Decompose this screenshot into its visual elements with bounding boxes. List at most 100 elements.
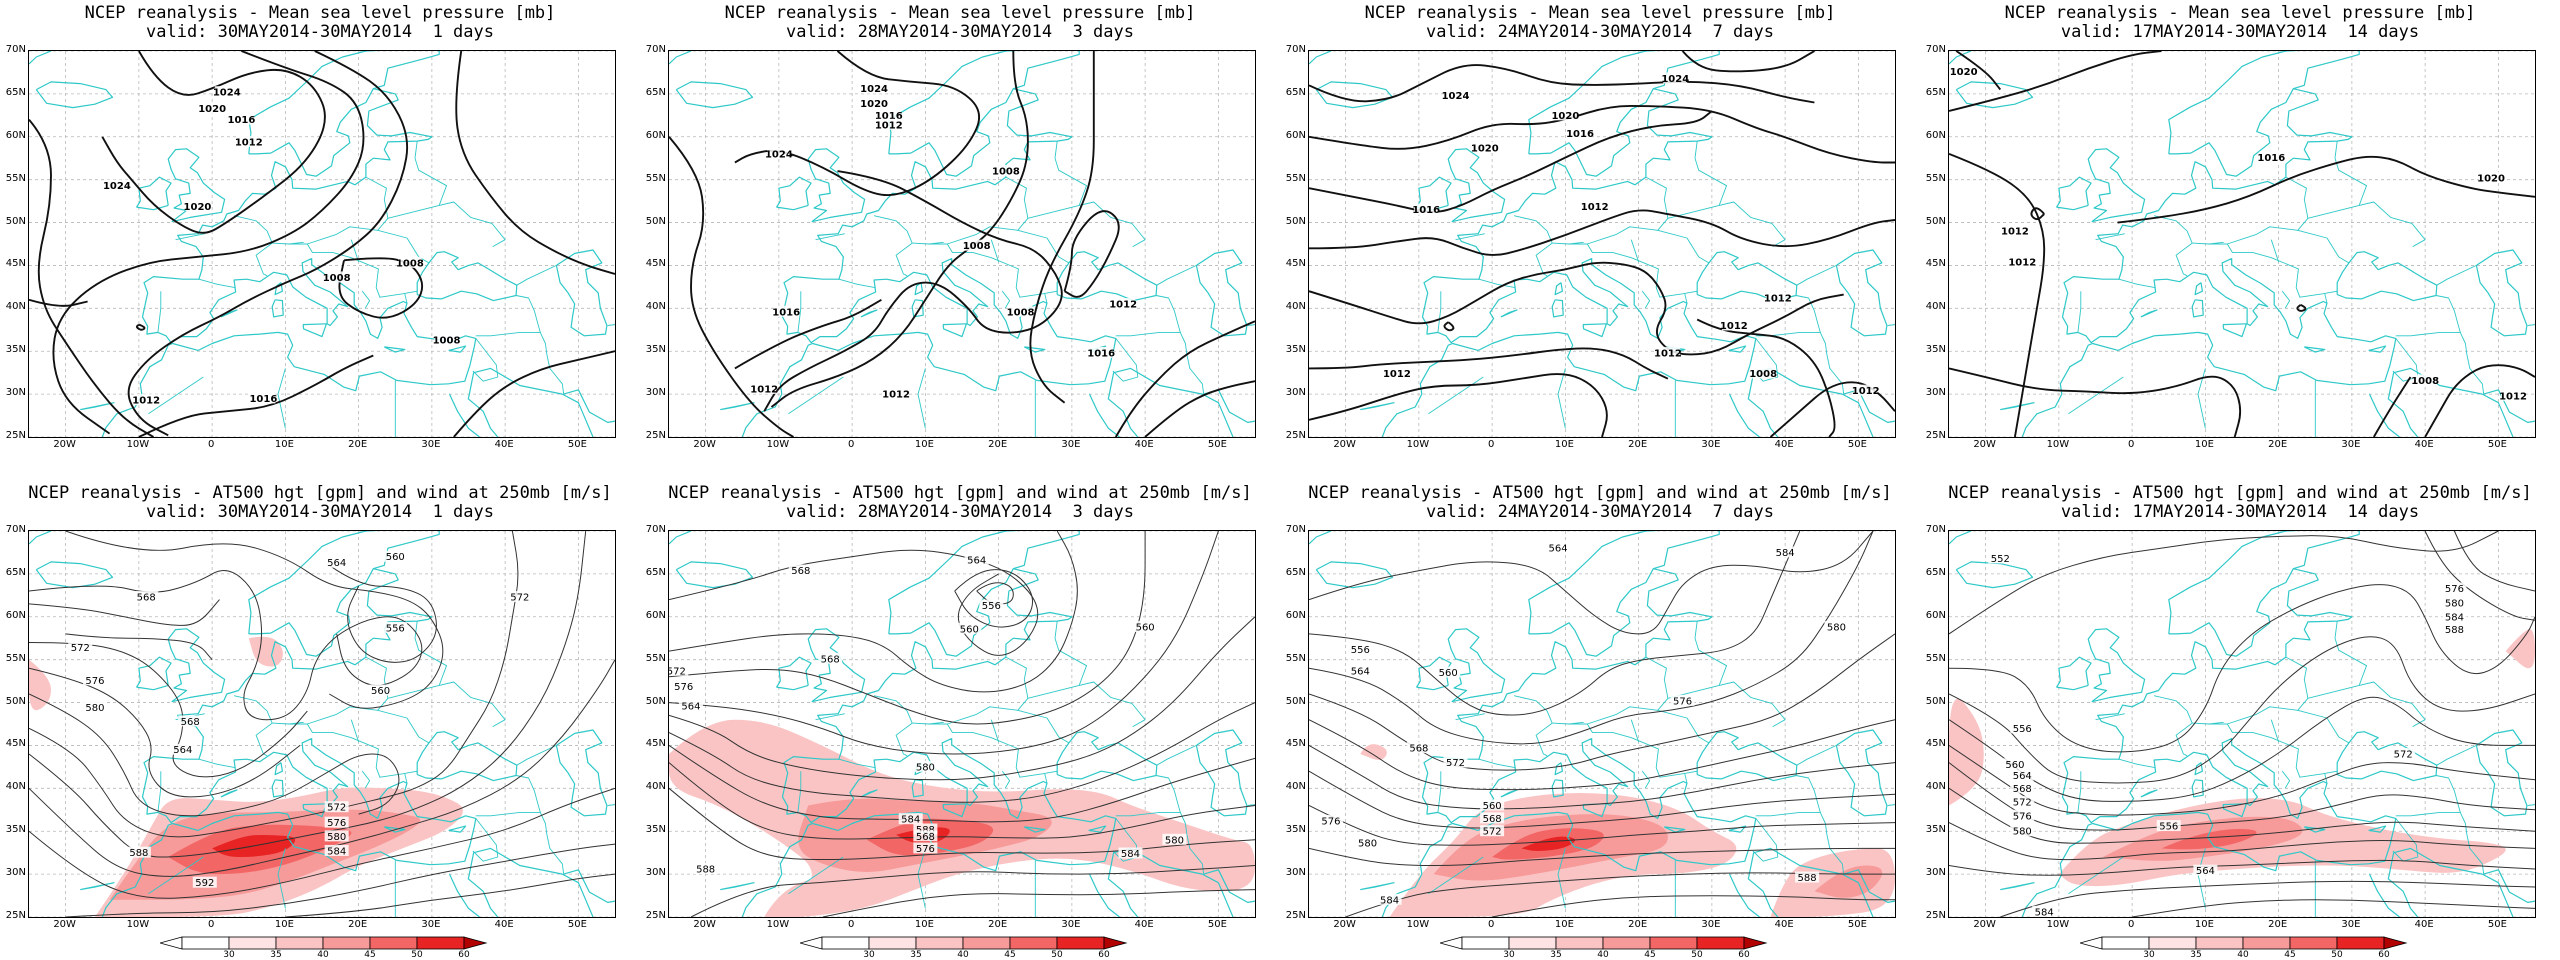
country-border (788, 856, 844, 895)
longitude-label: 20W (53, 919, 76, 930)
coastline (167, 148, 226, 223)
coastline (2336, 731, 2438, 782)
longitude-label: 40E (1134, 439, 1154, 450)
coastline (1024, 826, 1046, 833)
latitude-label: 70N (645, 44, 666, 55)
longitude-label: 10W (1406, 439, 1430, 450)
contour-label: 1012 (2499, 391, 2527, 402)
latitude-label: 60N (5, 609, 26, 621)
latitude-label: 70N (645, 524, 666, 535)
coastline (2000, 882, 2035, 891)
contour-line (65, 843, 615, 917)
latitude-label: 65N (645, 566, 666, 578)
contour-label: 1012 (882, 390, 910, 401)
wind-colorbar (160, 936, 488, 950)
map-panel-6: NCEP reanalysis - AT500 hgt [gpm] and wi… (640, 480, 1280, 960)
contour-labels: 1024102010161012102410201008100810081012… (103, 86, 461, 407)
latitude-label: 25N (645, 910, 666, 921)
country-border (361, 290, 371, 309)
contour-label-bg (669, 664, 689, 676)
isobars (1949, 51, 2535, 437)
colorbar-segment (915, 936, 964, 950)
contour-labels: 5525565605645685725765805845725765805845… (1988, 552, 2467, 917)
contour-label-bg (251, 392, 276, 404)
contour-label: 1012 (1852, 386, 1880, 397)
contour-label: 1024 (103, 181, 131, 192)
coastline (1500, 309, 1518, 318)
contour-label-bg (964, 554, 989, 566)
latitude-label: 40N (1925, 781, 1946, 793)
contour-label: 576 (85, 676, 104, 687)
country-border (377, 709, 430, 744)
contour-label: 1008 (433, 336, 461, 347)
latitude-label: 70N (1285, 44, 1306, 55)
country-border (539, 332, 565, 395)
longitude-label: 20E (1628, 919, 1648, 930)
contour-label-bg (324, 556, 349, 568)
contour-label-bg (434, 334, 459, 346)
contour-label-bg (1377, 893, 1402, 905)
country-border (1535, 242, 1553, 277)
country-border (1478, 758, 1516, 769)
contour-label: 552 (1991, 554, 2010, 565)
colorbar-segment (1508, 936, 1557, 950)
country-border (1044, 773, 1048, 784)
coastline (807, 628, 866, 703)
country-border (2392, 818, 2419, 862)
coastline (101, 568, 477, 917)
latitude-label: 35N (1925, 824, 1946, 836)
country-border (516, 264, 557, 286)
contour-label: 1016 (1566, 129, 1594, 140)
map-area: 564 556 560 564 568 572 576 580 584 560 568 572 576 5… (1308, 530, 1896, 918)
colorbar-segment (275, 936, 324, 950)
contour-line (1309, 744, 1895, 810)
contour-label: 1024 (213, 88, 241, 99)
contour-line (770, 51, 1029, 408)
coastline (1195, 729, 1248, 817)
coastline (29, 51, 52, 65)
contour-label-bg (671, 680, 696, 692)
country-border (2208, 721, 2224, 725)
contour-line (2453, 531, 2535, 592)
wind-speed-area (1360, 744, 1387, 760)
contour-label-bg (324, 816, 349, 828)
longitude-label: 50E (567, 919, 587, 930)
contour-label-bg (1546, 542, 1571, 554)
longitude-label: 50E (1207, 919, 1227, 930)
panel-valid-period: valid: 24MAY2014-30MAY2014 7 days (1426, 502, 1774, 522)
graticule (29, 51, 615, 437)
coastline (448, 393, 480, 437)
coastline (860, 789, 878, 798)
colorbar-tick-label: 35 (2190, 950, 2202, 960)
contour-line (1696, 318, 1836, 437)
contour-label: 576 (1673, 696, 1692, 707)
country-border (797, 771, 802, 813)
contour-line (453, 350, 615, 437)
longitude-label: 20W (53, 439, 76, 450)
coastline (2000, 402, 2035, 411)
country-border (2395, 775, 2461, 817)
coastline (220, 309, 238, 318)
coastline (2387, 397, 2419, 437)
coastline (669, 51, 692, 65)
latitude-label: 65N (1925, 566, 1946, 578)
contour-label-bg (884, 388, 909, 400)
coastline (416, 251, 518, 302)
contour-label: 1012 (235, 137, 263, 148)
coastline (1088, 825, 1107, 833)
coastline (384, 826, 406, 833)
contour-labels: 1024102010161012102410081008101210081016… (750, 82, 1137, 401)
longitude-label: 30E (1701, 439, 1721, 450)
contour-label: 572 (669, 666, 686, 677)
contour-label-bg (2259, 151, 2284, 163)
contour-line (1949, 153, 2046, 437)
contour-line (1949, 787, 2535, 844)
contour-line (1492, 895, 1895, 917)
contour-line (29, 667, 301, 798)
contour-label: 568 (1409, 744, 1428, 755)
latitude-label: 30N (5, 387, 26, 399)
country-border (1156, 744, 1197, 766)
country-border (1586, 243, 1698, 298)
latitude-label: 70N (5, 524, 26, 535)
contour-label-bg (1118, 847, 1143, 859)
